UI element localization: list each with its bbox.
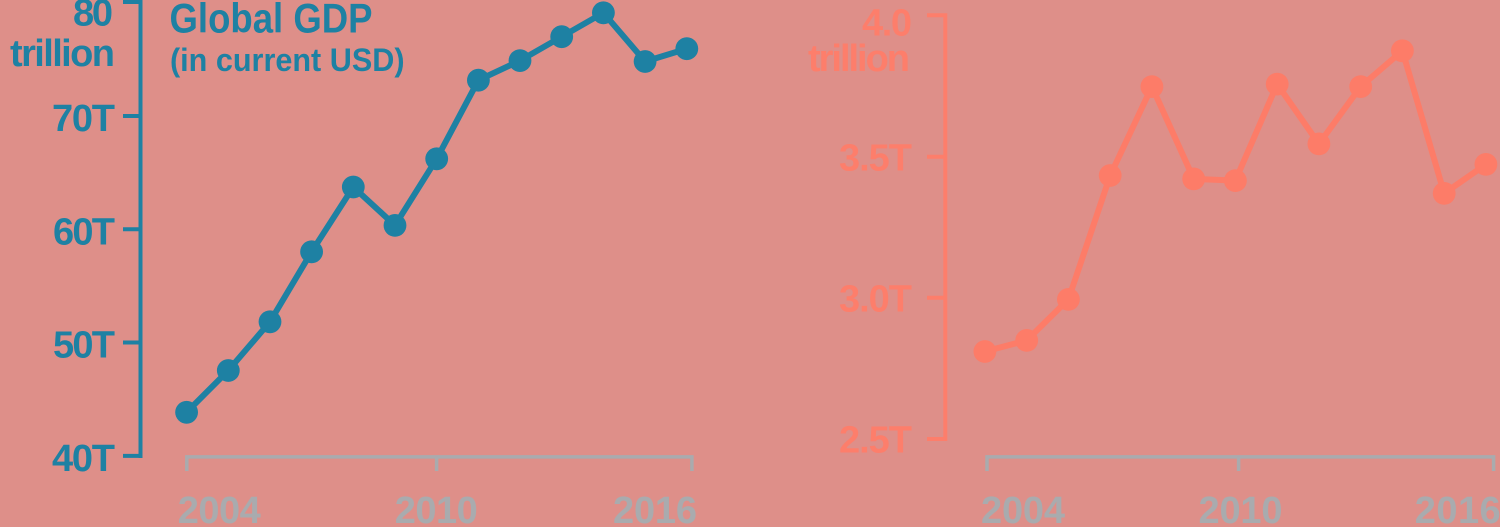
svg-text:2.5T: 2.5T [839,420,912,462]
svg-text:trillion: trillion [10,33,115,75]
svg-text:70T: 70T [52,98,115,140]
svg-text:40T: 40T [52,438,115,480]
svg-text:trillion: trillion [808,38,910,80]
svg-text:2016: 2016 [1415,490,1500,527]
svg-text:2004: 2004 [981,490,1065,527]
svg-text:3.5T: 3.5T [839,137,912,179]
svg-text:2010: 2010 [1199,490,1283,527]
svg-text:50T: 50T [53,324,115,366]
svg-text:2016: 2016 [613,490,697,527]
svg-text:Global GDP: Global GDP [170,0,373,42]
svg-text:80: 80 [73,0,113,35]
svg-text:2004: 2004 [178,490,261,527]
svg-text:60T: 60T [53,211,115,253]
svg-text:2010: 2010 [395,490,478,527]
svg-text:(in current USD): (in current USD) [170,42,405,78]
svg-text:4.0: 4.0 [862,2,912,44]
svg-text:3.0T: 3.0T [839,278,912,320]
